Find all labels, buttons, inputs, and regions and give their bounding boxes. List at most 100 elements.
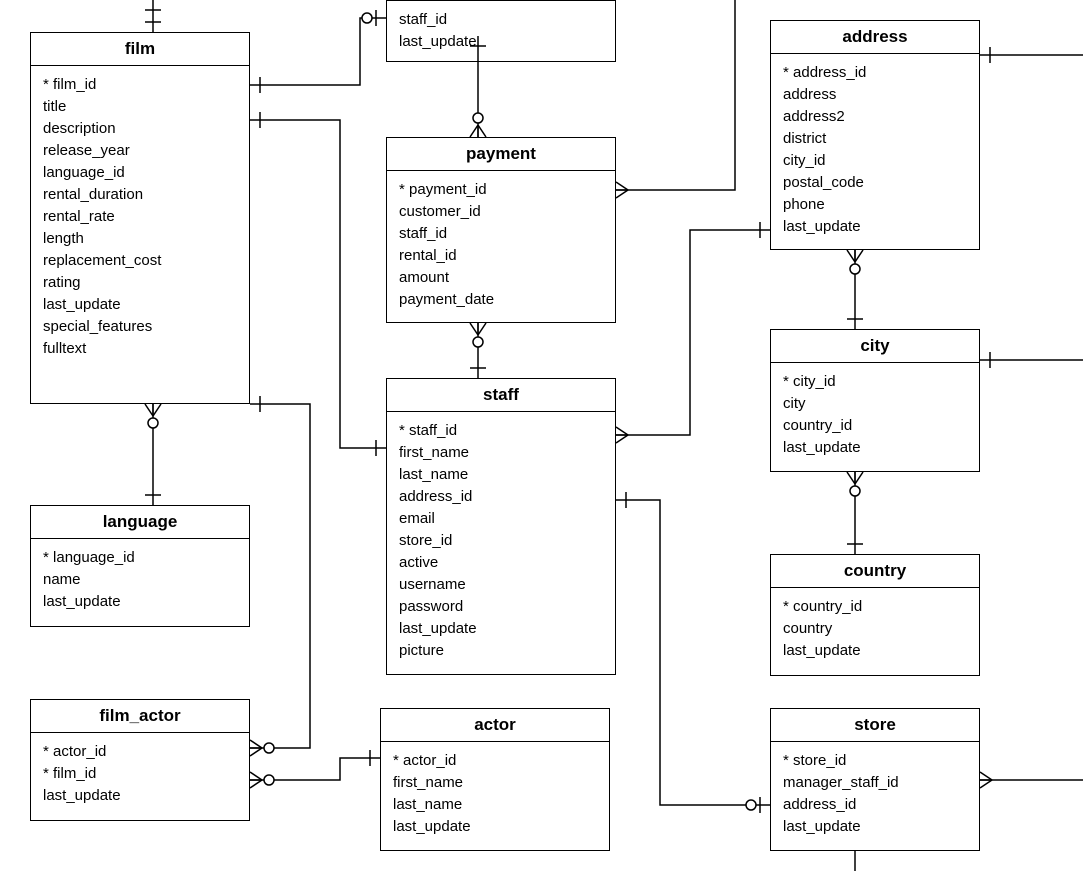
pk-marker: * (393, 752, 403, 769)
attribute-name: language_id (43, 164, 125, 181)
attribute: manager_staff_id (783, 772, 967, 794)
entity-body: * address_idaddress address2 district city_… (771, 54, 979, 246)
entity-title: payment (387, 138, 615, 171)
attribute-name: actor_id (403, 752, 456, 769)
pk-attribute: * address_id (783, 62, 967, 84)
attribute-name: description (43, 120, 116, 137)
entity-store: store* store_idmanager_staff_idaddress_i… (770, 708, 980, 851)
attribute: rating (43, 272, 237, 294)
attribute: last_name (399, 464, 603, 486)
attribute: address_id (399, 486, 603, 508)
attribute-name: last_update (783, 439, 861, 456)
attribute: city_id (783, 150, 967, 172)
attribute-name: last_name (399, 466, 468, 483)
entity-payment: payment* payment_idcustomer_idstaff_idre… (386, 137, 616, 323)
attribute-name: actor_id (53, 743, 106, 760)
attribute: last_update (399, 31, 603, 53)
attribute-name: name (43, 571, 81, 588)
attribute-name: staff_id (399, 11, 447, 28)
attribute: first_name (399, 442, 603, 464)
attribute: replacement_cost (43, 250, 237, 272)
connector-staff-store (616, 492, 770, 813)
attribute: picture (399, 640, 603, 662)
attribute-name: address_id (399, 488, 472, 505)
attribute-name: country_id (793, 598, 862, 615)
attribute-name: last_update (399, 620, 477, 637)
attribute-name: city_id (783, 152, 826, 169)
entity-top_stub: staff_id last_update (386, 0, 616, 62)
connector-address-right (980, 47, 1083, 63)
connector-staff-address (616, 222, 770, 443)
attribute-name: first_name (393, 774, 463, 791)
attribute-name: address (783, 86, 836, 103)
entity-film_actor: film_actor* actor_id* film_idlast_update (30, 699, 250, 821)
entity-film: film* film_idtitledescriptionrelease_yea… (30, 32, 250, 404)
attribute-name: store_id (793, 752, 846, 769)
attribute-name: last_update (393, 818, 471, 835)
entity-title: film_actor (31, 700, 249, 733)
attribute-name: rental_id (399, 247, 457, 264)
connector-payment-right-top (616, 0, 735, 198)
attribute: email (399, 508, 603, 530)
entity-title: staff (387, 379, 615, 412)
attribute: address2 (783, 106, 967, 128)
attribute-name: country_id (783, 417, 852, 434)
attribute-name: last_update (43, 296, 121, 313)
entity-staff: staff* staff_idfirst_namelast_nameaddres… (386, 378, 616, 675)
attribute: phone (783, 194, 967, 216)
pk-attribute: * actor_id (393, 750, 597, 772)
pk-marker: * (43, 743, 53, 760)
attribute-name: phone (783, 196, 825, 213)
attribute-name: store_id (399, 532, 452, 549)
attribute: district (783, 128, 967, 150)
attribute: customer_id (399, 201, 603, 223)
attribute-name: last_update (43, 787, 121, 804)
attribute: release_year (43, 140, 237, 162)
connector-address-city (847, 250, 863, 329)
entity-body: staff_id last_update (387, 1, 615, 61)
attribute: active (399, 552, 603, 574)
pk-marker: * (783, 373, 793, 390)
entity-body: * actor_idfirst_namelast_namelast_update (381, 742, 609, 846)
attribute: special_features (43, 316, 237, 338)
attribute-name: address_id (793, 64, 866, 81)
attribute-name: last_update (783, 818, 861, 835)
attribute: description (43, 118, 237, 140)
attribute: address_id (783, 794, 967, 816)
attribute: store_id (399, 530, 603, 552)
attribute-name: address_id (783, 796, 856, 813)
pk-marker: * (783, 64, 793, 81)
pk-attribute: * film_id (43, 74, 237, 96)
attribute: postal_code (783, 172, 967, 194)
entity-title: store (771, 709, 979, 742)
attribute-name: release_year (43, 142, 130, 159)
attribute: last_update (783, 437, 967, 459)
pk-marker: * (43, 76, 53, 93)
pk-marker: * (399, 181, 409, 198)
entity-body: * country_idcountrylast_update (771, 588, 979, 670)
entity-country: country* country_idcountrylast_update (770, 554, 980, 676)
entity-body: * store_idmanager_staff_idaddress_idlast… (771, 742, 979, 846)
entity-body: * city_idcitycountry_idlast_update (771, 363, 979, 467)
attribute-name: manager_staff_id (783, 774, 899, 791)
entity-title: language (31, 506, 249, 539)
attribute-name: address2 (783, 108, 845, 125)
entity-city: city* city_idcitycountry_idlast_update (770, 329, 980, 472)
attribute: last_update (43, 591, 237, 613)
attribute-name: city_id (793, 373, 836, 390)
connector-film-staff (250, 112, 386, 456)
attribute: last_update (783, 816, 967, 838)
attribute: last_update (393, 816, 597, 838)
attribute-name: first_name (399, 444, 469, 461)
attribute-name: country (783, 620, 832, 637)
connector-filmactor-actor (250, 750, 380, 788)
attribute: fulltext (43, 338, 237, 360)
attribute-name: payment_id (409, 181, 487, 198)
attribute: last_update (399, 618, 603, 640)
attribute: password (399, 596, 603, 618)
entity-body: * actor_id* film_idlast_update (31, 733, 249, 815)
pk-attribute: * payment_id (399, 179, 603, 201)
attribute: address (783, 84, 967, 106)
attribute: amount (399, 267, 603, 289)
connector-film-top (145, 0, 161, 32)
